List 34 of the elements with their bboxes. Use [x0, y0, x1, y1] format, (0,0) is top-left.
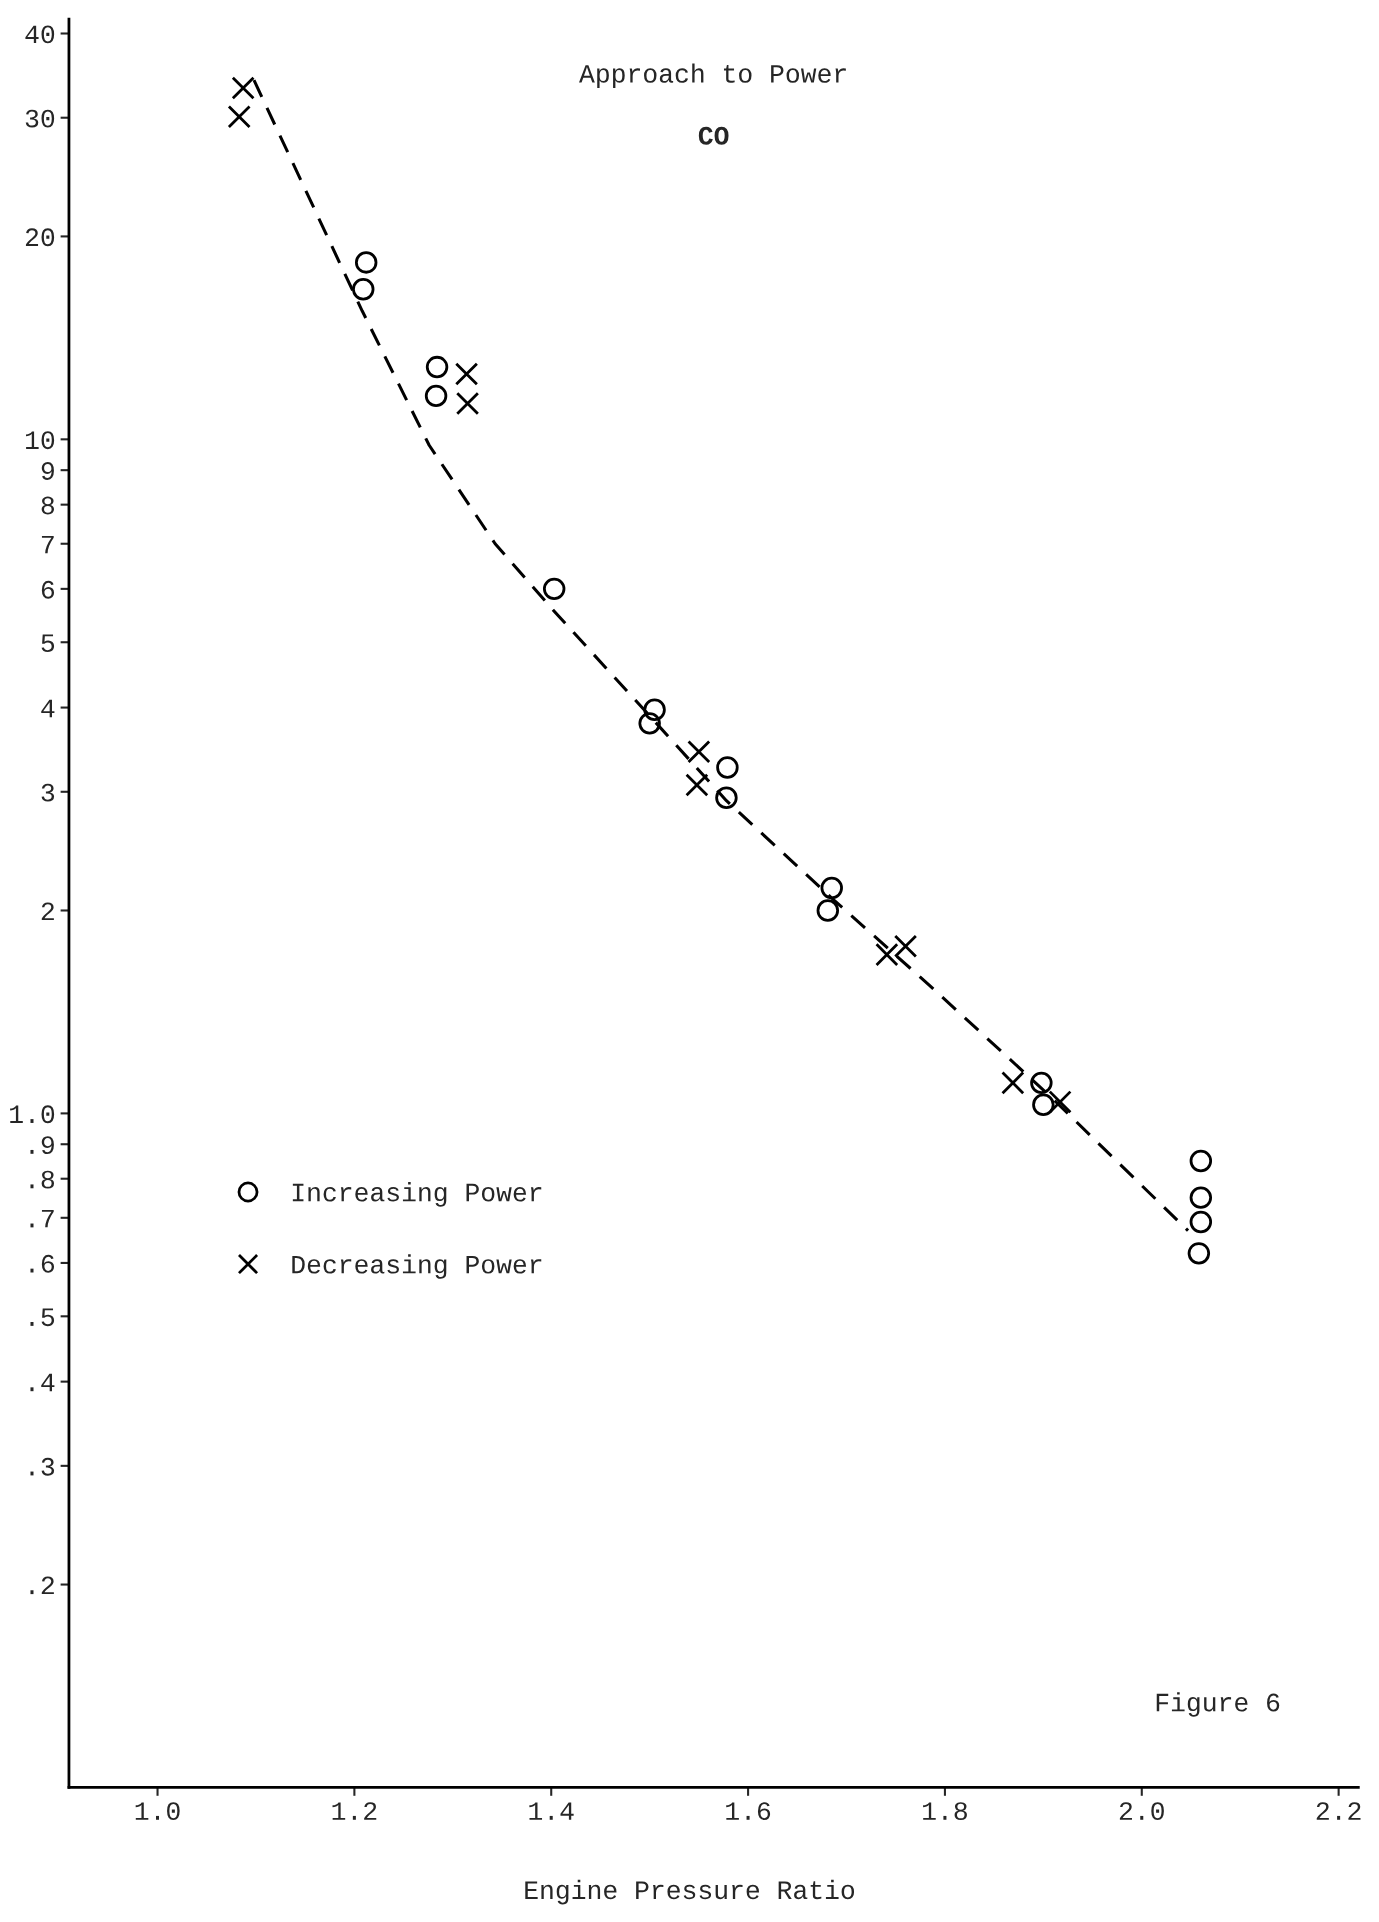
y-tick-label: 5 — [41, 634, 55, 653]
text: Approach to Power — [579, 63, 846, 89]
y-tick-label: 20 — [25, 228, 55, 247]
y-tick-label: .9 — [30, 1136, 54, 1155]
annotation: Figure 6 — [1156, 1692, 1280, 1717]
x-tick-label: 1.8 — [923, 1802, 967, 1821]
x-tick-label: 2.0 — [1119, 1802, 1164, 1821]
y-tick-label: 7 — [41, 535, 54, 554]
y-tick-label: 8 — [41, 496, 55, 515]
y-tick-label: .6 — [30, 1254, 55, 1273]
y-tick-label: .3 — [30, 1457, 55, 1476]
x-tick-label: 2.2 — [1316, 1802, 1361, 1820]
y-tick-label: 6 — [41, 580, 55, 599]
y-tick-label: 3 — [41, 783, 55, 802]
y-tick-label: 4 — [41, 699, 55, 718]
x-tick-label: 1.2 — [332, 1802, 377, 1820]
text: CO — [698, 126, 729, 145]
x-tick-label: 1.4 — [529, 1802, 574, 1820]
y-tick-label: 1.0 — [10, 1105, 55, 1124]
y-tick-label: .5 — [30, 1308, 55, 1327]
y-tick-label: .2 — [30, 1576, 54, 1595]
y-tick-label: 30 — [25, 109, 55, 128]
y-tick-label: 10 — [25, 431, 55, 450]
x-tick-label: 1.0 — [135, 1802, 180, 1821]
y-tick-label: 2 — [41, 902, 54, 921]
y-tick-label: 40 — [25, 25, 55, 44]
y-tick-label: 9 — [41, 462, 54, 480]
legend-label: Decreasing Power — [292, 1254, 542, 1279]
y-tick-label: .8 — [30, 1170, 55, 1189]
y-tick-label: .7 — [30, 1209, 54, 1228]
x-tick-label: 1.6 — [726, 1802, 771, 1821]
y-tick-label: .4 — [30, 1373, 55, 1392]
legend-label: Increasing Power — [292, 1182, 542, 1207]
x-axis-title: Engine Pressure Ratio — [525, 1879, 855, 1905]
